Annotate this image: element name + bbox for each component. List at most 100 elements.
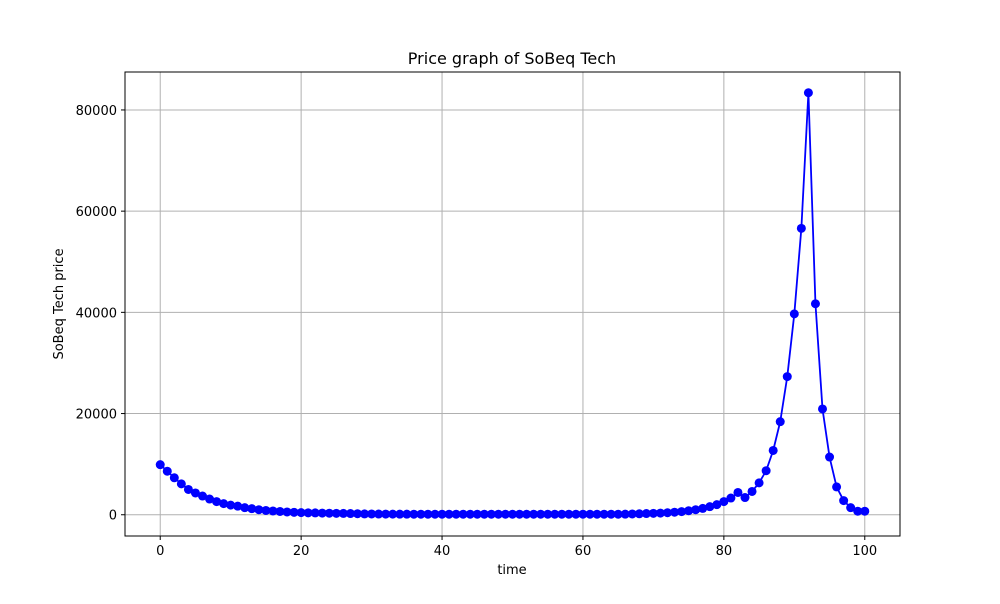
data-point: [768, 445, 778, 455]
x-tick-label: 0: [156, 544, 164, 559]
series-layer: [155, 88, 870, 519]
data-point: [613, 509, 623, 519]
data-point: [444, 509, 454, 519]
data-point: [430, 509, 440, 519]
data-point: [670, 507, 680, 517]
y-axis-label: SoBeq Tech price: [52, 248, 67, 359]
data-point: [451, 509, 461, 519]
data-point: [303, 508, 313, 518]
data-point: [212, 497, 222, 507]
data-point: [585, 509, 595, 519]
data-point: [691, 505, 701, 515]
chart-title: Price graph of SoBeq Tech: [408, 49, 616, 68]
data-point: [331, 508, 341, 518]
x-tick-label: 60: [575, 544, 592, 559]
data-point: [198, 491, 207, 501]
data-point: [810, 299, 820, 309]
x-tick-label: 100: [852, 544, 877, 559]
data-point: [169, 473, 179, 483]
data-point: [860, 506, 870, 516]
data-point: [317, 508, 327, 518]
data-point: [832, 482, 842, 492]
data-point: [782, 372, 792, 382]
data-point: [634, 509, 644, 519]
data-point: [825, 452, 835, 462]
data-point: [522, 509, 532, 519]
data-point: [536, 509, 546, 519]
data-point: [162, 466, 172, 476]
data-point: [557, 509, 567, 519]
data-point: [409, 509, 419, 519]
data-point: [472, 509, 482, 519]
data-point: [268, 506, 278, 516]
data-point: [550, 509, 560, 519]
data-point: [796, 223, 806, 233]
data-point: [381, 509, 391, 519]
data-point: [402, 509, 412, 519]
data-point: [655, 508, 665, 518]
data-point: [684, 506, 694, 516]
data-point: [712, 500, 722, 510]
x-tick-label: 80: [716, 544, 733, 559]
data-point: [345, 509, 355, 519]
data-point: [754, 478, 764, 488]
data-point: [719, 497, 729, 507]
data-point: [705, 502, 715, 512]
data-point: [839, 496, 849, 506]
data-point: [740, 493, 750, 503]
data-point: [515, 509, 525, 519]
data-point: [437, 509, 447, 519]
data-point: [360, 509, 370, 519]
data-point: [818, 404, 827, 414]
data-point: [310, 508, 320, 518]
data-point: [620, 509, 630, 519]
data-point: [176, 479, 186, 489]
data-point: [846, 503, 856, 513]
x-tick-label: 40: [434, 544, 451, 559]
data-point: [275, 506, 285, 516]
data-point: [240, 503, 250, 513]
data-point: [374, 509, 384, 519]
data-point: [564, 509, 574, 519]
data-point: [677, 507, 687, 517]
data-point: [592, 509, 602, 519]
x-axis-label: time: [497, 563, 526, 578]
data-point: [353, 509, 362, 519]
data-point: [529, 509, 539, 519]
data-point: [155, 460, 165, 470]
x-tick-label: 20: [293, 544, 310, 559]
data-point: [282, 507, 292, 517]
data-point: [233, 501, 243, 511]
y-tick-label: 0: [109, 509, 117, 524]
data-point: [324, 508, 334, 518]
data-point: [698, 503, 708, 513]
data-point: [543, 509, 553, 519]
data-point: [338, 508, 348, 518]
data-point: [261, 505, 271, 515]
data-point: [606, 509, 616, 519]
data-point: [395, 509, 405, 519]
data-point: [190, 488, 200, 498]
data-point: [183, 484, 193, 494]
data-point: [226, 500, 236, 510]
data-point: [289, 507, 299, 517]
data-point: [789, 309, 799, 319]
data-point: [458, 509, 468, 519]
data-point: [648, 508, 658, 518]
y-tick-label: 60000: [76, 205, 117, 220]
data-point: [388, 509, 398, 519]
y-tick-label: 20000: [76, 408, 117, 423]
data-point: [627, 509, 637, 519]
data-point: [726, 493, 736, 503]
data-point: [367, 509, 377, 519]
data-point: [663, 508, 672, 518]
data-point: [416, 509, 426, 519]
y-tick-label: 80000: [76, 104, 117, 119]
data-point: [733, 487, 743, 497]
data-point: [205, 494, 215, 504]
data-point: [219, 499, 229, 509]
data-point: [465, 509, 475, 519]
